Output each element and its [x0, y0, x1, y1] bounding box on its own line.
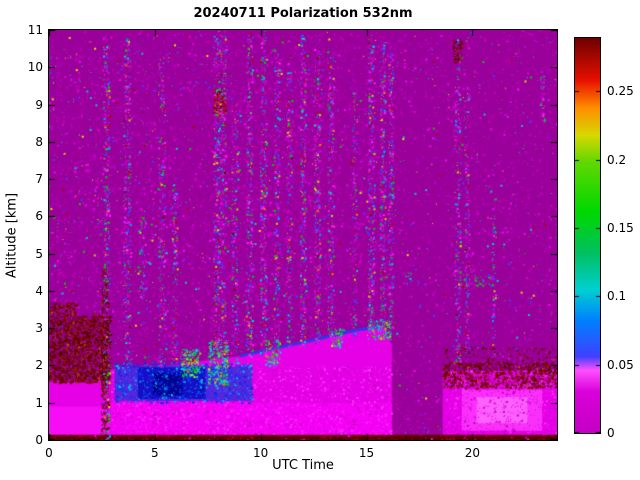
y-tick-label: 1	[35, 395, 43, 410]
colorbar-canvas	[574, 37, 601, 434]
colorbar-tick-label: 0.15	[607, 220, 634, 235]
heatmap-canvas	[48, 29, 558, 441]
x-tick-label: 20	[464, 446, 480, 460]
y-tick-label: 11	[27, 23, 43, 37]
plot-title: 20240711 Polarization 532nm	[193, 6, 413, 21]
y-axis-label: Altitude [km]	[4, 192, 20, 279]
colorbar-tick-label: 0.05	[607, 357, 634, 372]
y-tick-label: 8	[35, 134, 43, 149]
y-tick-label: 0	[35, 433, 43, 447]
y-tick-label: 6	[35, 209, 43, 224]
colorbar-tick-label: 0.25	[607, 84, 634, 99]
y-tick-label: 9	[35, 97, 43, 112]
x-tick-label: 15	[358, 446, 375, 460]
x-axis-label: UTC Time	[272, 458, 334, 473]
x-tick-label: 5	[151, 446, 159, 460]
y-tick-label: 7	[35, 172, 43, 187]
colorbar-tick-label: 0	[607, 426, 615, 440]
y-tick-label: 5	[35, 246, 43, 261]
y-tick-label: 10	[27, 60, 43, 75]
y-tick-label: 3	[35, 321, 43, 336]
y-tick-label: 2	[35, 358, 43, 373]
x-tick-label: 0	[45, 446, 53, 460]
y-tick-label: 4	[35, 283, 43, 298]
x-tick-label: 10	[253, 446, 269, 460]
colorbar-tick-label: 0.2	[607, 152, 627, 167]
colorbar-tick-label: 0.1	[607, 289, 627, 304]
